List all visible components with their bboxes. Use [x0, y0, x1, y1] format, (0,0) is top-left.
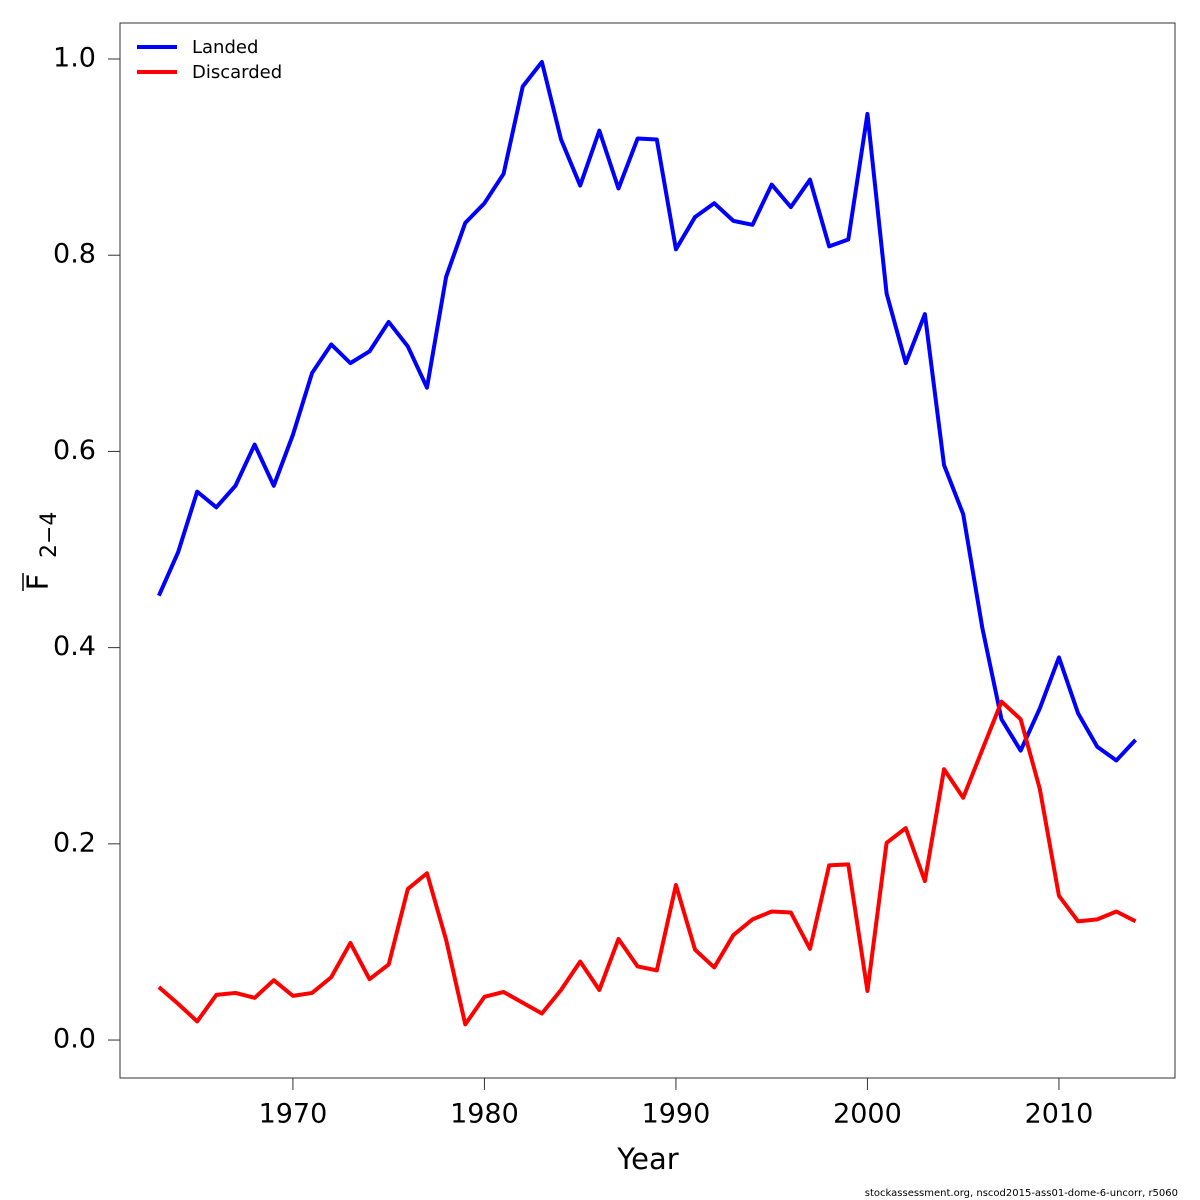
y-axis-label: F: [21, 574, 55, 591]
data-line: [157, 59, 1138, 763]
x-tick-label: 1970: [259, 1099, 328, 1130]
y-tick-label: 0.8: [53, 239, 96, 270]
y-tick-label: 0.4: [53, 631, 96, 662]
x-tick-label: 2000: [833, 1099, 902, 1130]
legend-label: Landed: [192, 37, 258, 58]
x-axis-label: Year: [616, 1142, 678, 1176]
y-tick-label: 0.0: [53, 1024, 96, 1055]
y-tick-label: 0.6: [53, 435, 96, 466]
x-tick-label: 1980: [450, 1099, 519, 1130]
y-axis-label-group: F 2−4: [21, 512, 62, 591]
data-line: [157, 699, 1137, 1027]
footnote: stockassessment.org, nscod2015-ass01-dom…: [865, 1188, 1178, 1199]
y-tick-label: 1.0: [53, 43, 96, 74]
x-tick-label: 2010: [1025, 1099, 1094, 1130]
y-tick-label: 0.2: [53, 827, 96, 858]
y-axis-label-subscript: 2−4: [37, 512, 62, 558]
legend-label: Discarded: [192, 62, 282, 83]
x-tick-label: 1990: [642, 1099, 711, 1130]
plot-frame: [119, 22, 1176, 1079]
